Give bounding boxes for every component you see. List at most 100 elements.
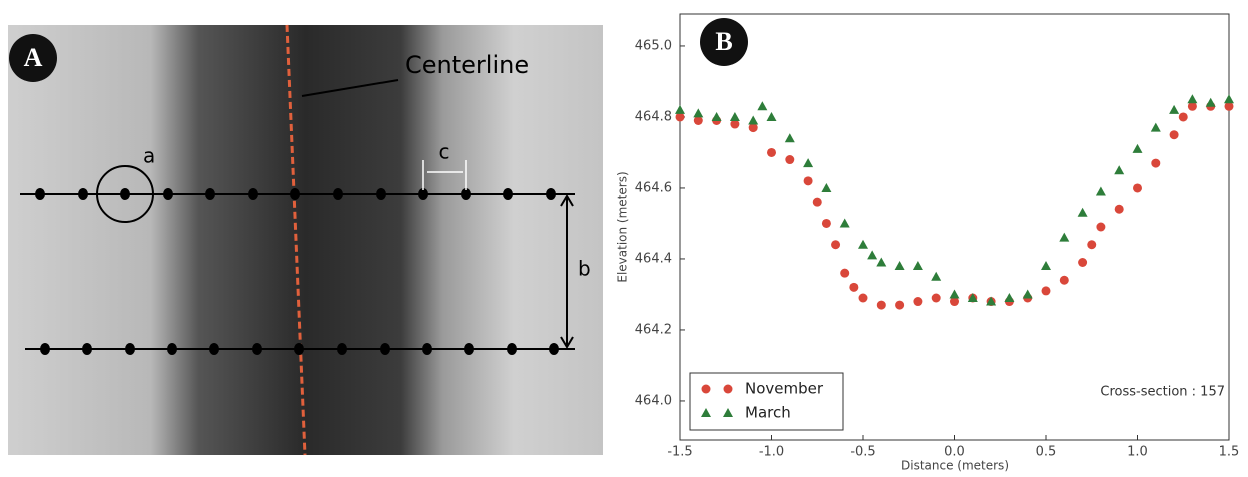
centerline [285,24,307,456]
data-point [858,239,868,249]
data-point [986,296,997,306]
plot-frame [679,13,1230,441]
data-point [912,261,923,271]
data-point [1096,222,1106,232]
sample-point [209,343,219,355]
data-point [950,297,959,307]
panel-label: A [24,43,43,72]
y-tick-label: 464.6 [635,180,672,195]
x-tick-label: 0.0 [944,445,965,460]
sample-point [120,188,130,200]
y-tick-label: 464.2 [635,322,672,337]
legend-label: March [745,404,791,422]
data-point [821,218,831,228]
legend-marker [701,408,711,417]
sample-circle [96,165,154,223]
sample-point [167,343,177,355]
sample-point [418,188,428,200]
data-point [895,300,905,310]
panel-badge [9,34,57,82]
data-point [1114,204,1124,214]
sample-point [546,188,556,200]
sample-point [252,343,262,355]
data-point [1224,94,1234,104]
data-point [949,289,960,299]
y-tick-label: 464.4 [635,251,672,266]
annotation: Cross-section : 157 [1100,385,1225,400]
legend-box [689,372,844,431]
sample-point [503,188,513,200]
x-tick-label: 1.5 [1219,445,1240,460]
y-tick-label: 464.0 [635,393,672,408]
data-point [1150,122,1161,132]
x-tick-label: 1.0 [1127,445,1148,460]
data-point [675,104,685,114]
sample-points [35,188,559,355]
sample-point [376,188,386,200]
data-point [748,115,759,125]
data-point [821,182,832,192]
data-point [1169,130,1179,140]
x-tick-label: -1.0 [759,445,784,460]
data-point [766,111,777,121]
data-point [812,197,822,207]
data-point [1004,293,1015,302]
data-point [913,297,923,307]
data-point [876,257,887,267]
data-point [858,293,868,303]
data-point [1187,94,1198,104]
panel-a: a c b Centerline A [8,24,603,456]
sample-point [464,343,474,355]
sample-point [82,343,92,355]
panel-label: B [715,27,732,56]
data-point [1059,275,1069,285]
data-point [1205,97,1216,107]
panel-badge [700,18,748,66]
data-point [1133,183,1142,193]
data-point [1041,286,1051,296]
legend-marker [723,408,733,417]
data-point [803,176,813,186]
data-point [1059,232,1070,242]
data-point [967,293,978,302]
data-point [1087,240,1097,250]
sample-point [333,188,343,200]
data-point [1224,101,1234,111]
label-b: b [578,257,591,281]
sample-point [40,343,50,355]
sample-point [461,188,471,200]
sample-point [35,188,45,200]
sample-point [205,188,215,200]
sample-point [549,343,559,355]
data-point [711,111,722,121]
data-point [785,155,795,165]
data-point [675,112,685,122]
y-axis-label: Elevation (meters) [616,171,630,282]
data-point [849,282,859,292]
data-point [1178,112,1188,122]
data-point [748,123,758,133]
data-point [1077,207,1088,217]
data-point [784,133,795,143]
x-tick-label: 0.5 [1036,445,1057,460]
centerline-label: Centerline [405,51,529,79]
panel-b: B Distance (meters) Elevation (meters) C… [616,13,1240,473]
label-c: c [439,140,450,164]
data-point [1151,158,1161,168]
data-point [693,116,703,125]
data-point [1095,186,1106,196]
data-point [1078,258,1088,267]
data-point [839,218,850,228]
sample-point [380,343,390,355]
legend-marker [723,384,733,394]
data-point [729,111,740,121]
data-point [831,240,841,250]
sample-point [294,343,304,355]
data-point [1114,165,1125,175]
legend-label: November [745,380,824,398]
data-point [757,101,768,111]
sample-point [248,188,258,200]
sample-point [337,343,347,355]
data-point [894,261,905,271]
